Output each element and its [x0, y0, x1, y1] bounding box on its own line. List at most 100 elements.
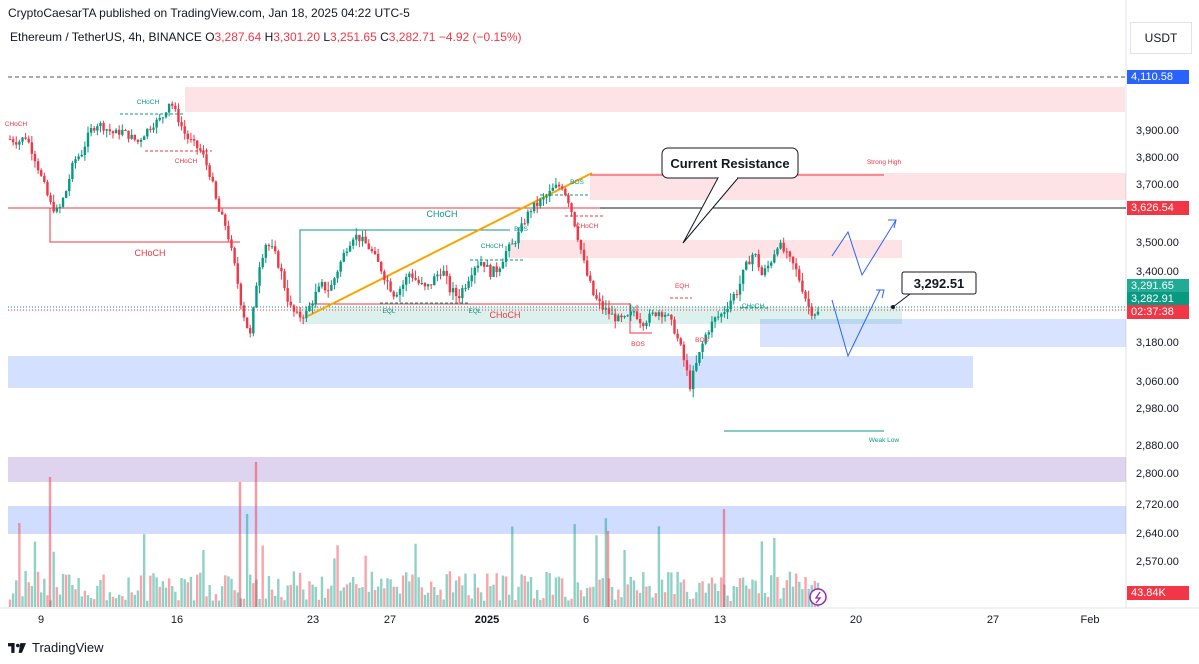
candle-body	[233, 247, 236, 264]
volume-bar	[96, 585, 99, 607]
candle-body	[542, 197, 545, 200]
price-tag: 3,291.65	[1127, 279, 1189, 294]
volume-bar	[217, 600, 221, 607]
volume-bar	[464, 573, 467, 607]
volume-bar	[482, 600, 486, 607]
volume-bar	[579, 590, 583, 607]
candle-body	[507, 244, 511, 252]
volume-bar	[773, 537, 776, 607]
volume-bar	[601, 578, 604, 607]
candle-body	[442, 270, 445, 276]
candle-body	[199, 148, 202, 151]
candle-body	[511, 243, 514, 245]
volume-spike	[722, 509, 726, 607]
candle-body	[139, 139, 143, 142]
volume-bar	[635, 590, 639, 607]
candle-body	[436, 274, 439, 277]
candle-body	[133, 134, 136, 140]
candle-body	[673, 319, 676, 334]
volume-bar	[442, 599, 445, 607]
candle-body	[486, 264, 489, 267]
volume-bar	[311, 584, 314, 607]
volume-bar	[186, 582, 190, 607]
volume-bar	[426, 592, 430, 607]
symbol-name[interactable]: Ethereum / TetherUS, 4h, BINANCE	[10, 30, 202, 44]
volume-bar	[551, 594, 555, 607]
volume-bar	[398, 593, 402, 607]
price-axis-label: 3,180.00	[1136, 337, 1179, 349]
projection-up-arrowhead	[888, 219, 897, 229]
candle-body	[11, 139, 15, 143]
candle-body	[716, 316, 720, 318]
candle-body	[364, 236, 367, 244]
volume-bar	[298, 572, 302, 607]
volume-bar	[604, 518, 608, 607]
candle-body	[813, 314, 817, 316]
candle-body	[688, 370, 692, 390]
candle-body	[121, 129, 124, 135]
volume-bar	[642, 572, 645, 607]
candle-body	[395, 294, 399, 297]
volume-bar	[24, 571, 27, 607]
candle-body	[495, 266, 498, 272]
volume-bar	[64, 574, 68, 607]
volume-bar	[529, 577, 533, 607]
volume-bar	[292, 571, 296, 607]
volume-bar	[401, 575, 405, 607]
volume-bar	[445, 574, 448, 607]
candle-body	[504, 251, 508, 262]
candle-body	[763, 268, 767, 276]
tradingview-footer[interactable]: TradingView	[8, 640, 104, 655]
candle-body	[105, 129, 108, 131]
volume-bar	[570, 598, 573, 607]
candle-body	[202, 150, 205, 155]
volume-bar	[629, 576, 633, 607]
annotation-label: EQL	[468, 308, 481, 315]
price-axis-label: 2,800.00	[1136, 468, 1179, 480]
volume-bar	[673, 594, 676, 607]
volume-bar	[127, 577, 130, 607]
candle-body	[667, 314, 670, 316]
volume-bar	[473, 573, 477, 607]
volume-bar	[429, 581, 433, 607]
volume-bar	[766, 596, 770, 607]
volume-bar	[252, 583, 255, 607]
candle-body	[305, 311, 308, 319]
candle-body	[473, 267, 477, 276]
candle-body	[729, 300, 732, 310]
candle-body	[351, 239, 355, 246]
candle-body	[86, 132, 90, 147]
volume-bar	[330, 585, 333, 607]
indicator-bolt-icon	[814, 591, 822, 604]
current-resistance-label: Current Resistance	[670, 156, 789, 171]
volume-bar	[376, 586, 380, 607]
candle-body	[320, 282, 324, 287]
candle-body	[289, 301, 292, 306]
time-axis-label: Feb	[1080, 614, 1100, 626]
candle-body	[520, 223, 523, 232]
candle-body	[732, 294, 735, 301]
volume-bar	[716, 591, 720, 607]
candle-body	[489, 264, 492, 277]
choch-bracket-left	[49, 208, 240, 243]
candle-body	[539, 199, 542, 207]
candle-body	[401, 284, 405, 289]
candle-body	[24, 137, 27, 139]
volume-bar	[342, 587, 346, 607]
time-axis-label: 23	[306, 614, 320, 626]
volume-bar	[233, 590, 236, 607]
volume-bar	[704, 592, 707, 607]
volume-bar	[582, 596, 586, 607]
volume-bar	[33, 541, 37, 607]
volume-bar	[735, 587, 739, 607]
currency-button[interactable]: USDT	[1130, 22, 1192, 54]
volume-bar	[155, 577, 158, 607]
volume-bar	[614, 599, 617, 607]
volume-bar	[751, 579, 754, 607]
volume-bar	[670, 572, 673, 607]
candle-body	[723, 312, 726, 314]
volume-bar	[364, 555, 367, 607]
volume-bar	[167, 578, 171, 607]
volume-bar	[492, 584, 495, 607]
